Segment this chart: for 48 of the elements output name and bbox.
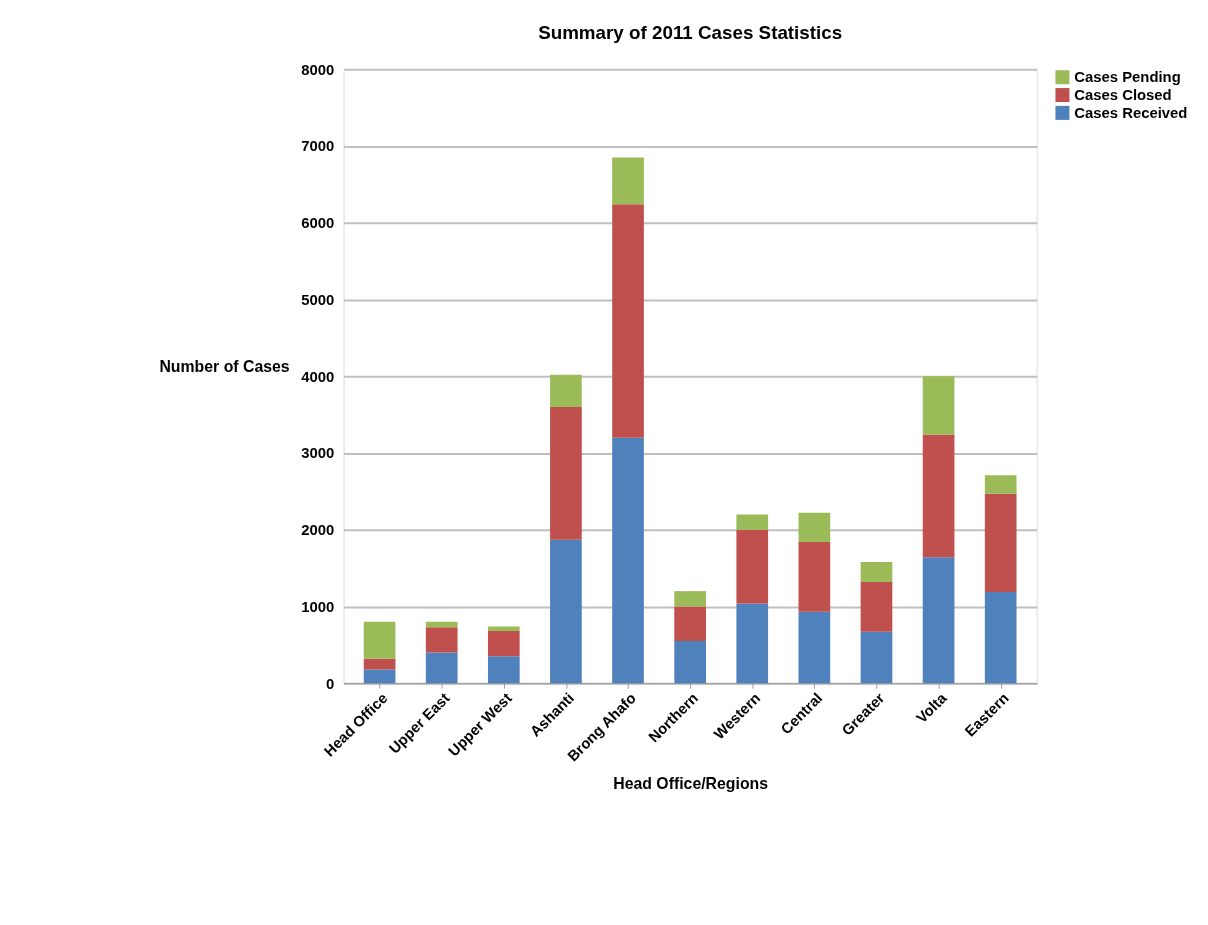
bar: [736, 529, 769, 604]
bar: [674, 641, 706, 684]
bar: [922, 376, 955, 435]
legend-label: Cases Closed: [1074, 87, 1172, 104]
bar: [612, 204, 644, 438]
bar: [550, 539, 582, 684]
bar: [363, 658, 396, 670]
bar: [363, 669, 396, 684]
bar: [674, 606, 706, 642]
y-tick-label: 5000: [301, 291, 335, 308]
bar: [612, 437, 644, 684]
y-tick-label: 7000: [301, 138, 335, 155]
bar: [860, 581, 893, 632]
y-tick-label: 4000: [301, 368, 335, 385]
x-axis-title: Head Office/Regions: [613, 775, 769, 793]
bar: [487, 656, 520, 684]
bar: [922, 557, 955, 684]
legend-label: Cases Pending: [1074, 69, 1181, 86]
bar: [612, 157, 644, 205]
bar: [798, 542, 831, 612]
bar: [736, 514, 769, 530]
bar: [425, 621, 458, 628]
bar: [798, 512, 831, 543]
bar: [425, 627, 458, 653]
bar: [860, 631, 893, 684]
y-tick-label: 1000: [301, 598, 335, 615]
y-axis-title: Number of Cases: [159, 357, 290, 375]
bar: [550, 374, 582, 407]
bar: [984, 591, 1017, 684]
bar: [798, 611, 831, 684]
bar: [860, 561, 893, 582]
chart-title: Summary of 2011 Cases Statistics: [538, 21, 843, 43]
bar: [922, 434, 955, 558]
bar: [550, 406, 582, 540]
y-tick-label: 8000: [301, 61, 335, 78]
bar: [425, 652, 458, 684]
bar: [736, 603, 769, 684]
bar: [984, 493, 1017, 592]
bar: [984, 475, 1017, 494]
y-tick-label: 0: [325, 675, 335, 692]
y-tick-label: 2000: [301, 522, 335, 539]
y-tick-label: 6000: [301, 215, 335, 232]
bar: [674, 591, 706, 607]
y-tick-label: 3000: [301, 445, 335, 462]
bar: [363, 621, 396, 659]
legend-label: Cases Received: [1074, 104, 1188, 121]
bar: [487, 631, 520, 657]
bar: [487, 626, 520, 632]
